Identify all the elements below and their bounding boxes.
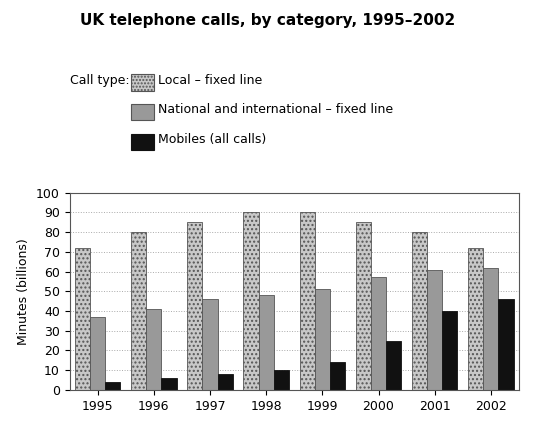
Bar — [202, 299, 218, 390]
Bar — [499, 299, 514, 390]
Bar — [427, 269, 442, 390]
Bar — [483, 268, 499, 390]
Bar — [90, 317, 105, 390]
Text: Local – fixed line: Local – fixed line — [158, 74, 262, 87]
Bar — [468, 248, 483, 390]
Text: Call type:: Call type: — [70, 74, 129, 88]
Bar — [258, 295, 274, 390]
Bar — [131, 232, 146, 390]
Bar — [356, 222, 371, 390]
Text: Mobiles (all calls): Mobiles (all calls) — [158, 133, 266, 146]
Bar — [330, 362, 345, 390]
Bar — [162, 378, 177, 390]
Bar — [187, 222, 202, 390]
Bar — [442, 311, 457, 390]
Y-axis label: Minutes (billions): Minutes (billions) — [18, 238, 30, 345]
Text: UK telephone calls, by category, 1995–2002: UK telephone calls, by category, 1995–20… — [80, 13, 455, 28]
Bar — [146, 309, 162, 390]
Bar — [218, 374, 233, 390]
Bar — [75, 248, 90, 390]
Bar — [300, 212, 315, 390]
Bar — [371, 278, 386, 390]
Text: National and international – fixed line: National and international – fixed line — [158, 103, 393, 117]
Bar — [315, 289, 330, 390]
Bar — [105, 382, 120, 390]
Bar — [412, 232, 427, 390]
Bar — [274, 370, 289, 390]
Bar — [386, 341, 401, 390]
Bar — [243, 212, 258, 390]
